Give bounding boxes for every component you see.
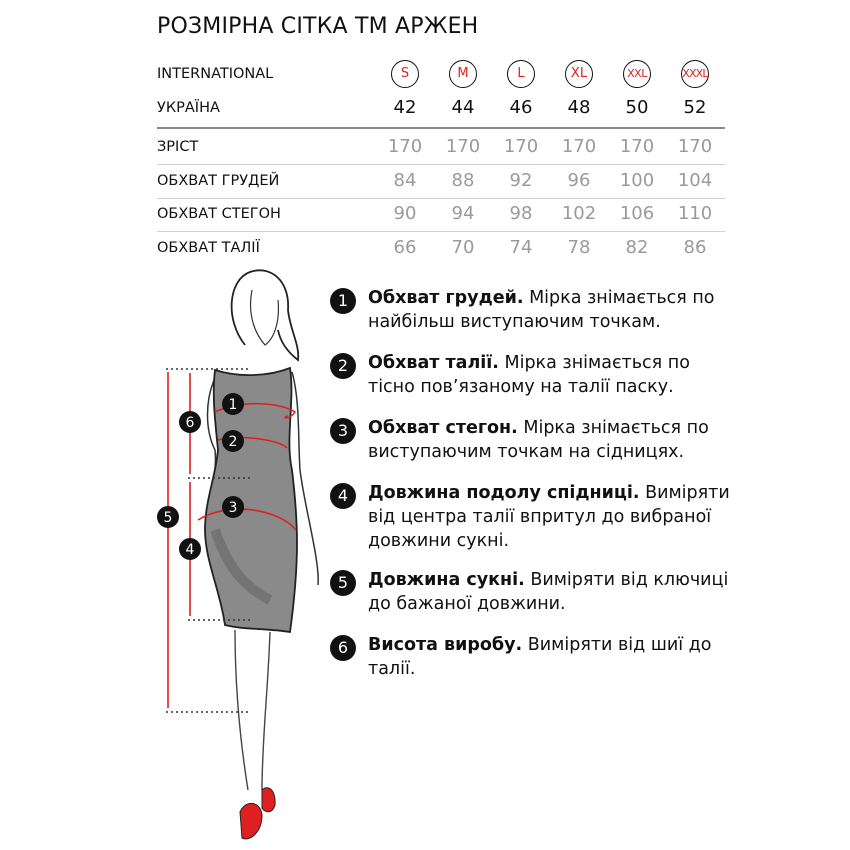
instruction-description: Виміряти від шиї до талії. [368, 635, 712, 679]
hair-outline [230, 269, 300, 362]
instruction-title: Висота виробу. [368, 635, 523, 655]
number-badge: 1 [330, 288, 356, 314]
instruction-text: Довжина подолу спідниці. Виміряти від це… [368, 481, 738, 553]
international-size-row: INTERNATIONAL S M L XL XXL XXXL [157, 57, 725, 91]
size-badge-xl: XL [565, 60, 593, 88]
number-badge: 5 [330, 570, 356, 596]
figure-marker-4 [179, 538, 201, 560]
cell: 96 [567, 169, 591, 191]
cell: 84 [393, 169, 417, 191]
row-label: ЗРІСТ [157, 139, 199, 155]
instruction-description: Виміряти від ключиці до бажаної довжини. [368, 570, 729, 614]
number-badge: 4 [330, 483, 356, 509]
right-shoe [261, 787, 276, 813]
instruction-title: Обхват стегон. [368, 418, 518, 438]
instruction-text: Висота виробу. Виміряти від шиї до талії… [368, 633, 738, 681]
cell: 88 [451, 169, 475, 191]
instruction-title: Обхват грудей. [368, 288, 524, 308]
cell: 170 [677, 136, 713, 157]
figure-marker-2 [222, 430, 244, 452]
number-badge: 3 [330, 418, 356, 444]
legs [234, 629, 271, 791]
figure-marker-label: 4 [186, 542, 195, 558]
size-badge-l: L [507, 60, 535, 88]
instruction-text: Обхват талії. Мірка знімається по тісно … [368, 351, 738, 399]
cell: 42 [393, 97, 417, 118]
cell: 52 [683, 97, 707, 118]
instruction-text: Обхват стегон. Мірка знімається по висту… [368, 416, 738, 464]
cell: 74 [509, 236, 533, 258]
cell: 110 [677, 203, 713, 224]
size-badge-xxxl: XXXL [681, 60, 709, 88]
page-title: РОЗМІРНА СІТКА ТМ АРЖЕН [157, 14, 479, 39]
instruction-description: Виміряти від центра талії впритул до виб… [368, 483, 730, 551]
cell: 170 [561, 136, 597, 157]
guide-lines [166, 368, 250, 713]
table-row: ОБХВАТ СТЕГОН 90 94 98 102 106 110 [157, 197, 725, 232]
cell: 106 [619, 203, 655, 224]
size-badge-xxl: XXL [623, 60, 651, 88]
cell: 78 [567, 236, 591, 258]
cell: 170 [503, 136, 539, 157]
instruction-description: Мірка знімається по тісно пов’язаному на… [368, 353, 690, 397]
cell: 170 [387, 136, 423, 157]
number-badge: 2 [330, 353, 356, 379]
ukraine-size-row: УКРАЇНА 42 44 46 48 50 52 [157, 91, 725, 125]
cell: 170 [445, 136, 481, 157]
number-badge: 6 [330, 635, 356, 661]
instruction-description: Мірка знімається по найбільш виступаючим… [368, 288, 715, 332]
table-row: ОБХВАТ ТАЛІЇ 66 70 74 78 82 86 [157, 231, 725, 265]
cell: 104 [677, 169, 713, 191]
figure-marker-label: 5 [164, 510, 173, 526]
table-row: ЗРІСТ 170 170 170 170 170 170 [157, 130, 725, 165]
instruction-text: Обхват грудей. Мірка знімається по найбі… [368, 286, 738, 334]
instruction-title: Обхват талії. [368, 353, 499, 373]
cell: 48 [567, 97, 591, 118]
figure-marker-label: 3 [229, 500, 238, 516]
cell: 66 [393, 236, 417, 258]
size-badge-s: S [391, 60, 419, 88]
row-label: УКРАЇНА [157, 100, 220, 116]
cell: 50 [625, 97, 649, 118]
figure-marker-1 [222, 393, 244, 415]
figure-marker-6 [179, 411, 201, 433]
row-label: ОБХВАТ СТЕГОН [157, 206, 281, 222]
left-shoe [239, 802, 263, 840]
cell: 70 [451, 236, 475, 258]
cell: 98 [509, 203, 533, 224]
dress-shadow [210, 528, 273, 605]
row-label: INTERNATIONAL [157, 66, 274, 82]
face-outline [249, 289, 280, 346]
row-label: ОБХВАТ ТАЛІЇ [157, 239, 260, 256]
cell: 170 [619, 136, 655, 157]
size-badge-m: M [449, 60, 477, 88]
cell: 46 [509, 97, 533, 118]
cell: 100 [619, 169, 655, 191]
cell: 86 [683, 236, 707, 258]
row-label: ОБХВАТ ГРУДЕЙ [157, 172, 280, 189]
figure-marker-label: 1 [229, 397, 238, 413]
cell: 94 [451, 203, 475, 224]
instruction-description: Мірка знімається по виступаючим точкам н… [368, 418, 709, 462]
figure-marker-5 [157, 506, 179, 528]
table-row: ОБХВАТ ГРУДЕЙ 84 88 92 96 100 104 [157, 164, 725, 199]
figure-marker-3 [222, 496, 244, 518]
cell: 44 [451, 97, 475, 118]
right-arm [291, 371, 319, 586]
instruction-text: Довжина сукні. Виміряти від ключиці до б… [368, 568, 738, 616]
cell: 102 [561, 203, 597, 224]
instruction-title: Довжина сукні. [368, 570, 525, 590]
figure-marker-label: 6 [186, 415, 195, 431]
cell: 90 [393, 203, 417, 224]
cell: 82 [625, 236, 649, 258]
cell: 92 [509, 169, 533, 191]
instruction-title: Довжина подолу спідниці. [368, 483, 640, 503]
figure-marker-label: 2 [229, 434, 238, 450]
divider [157, 127, 725, 129]
